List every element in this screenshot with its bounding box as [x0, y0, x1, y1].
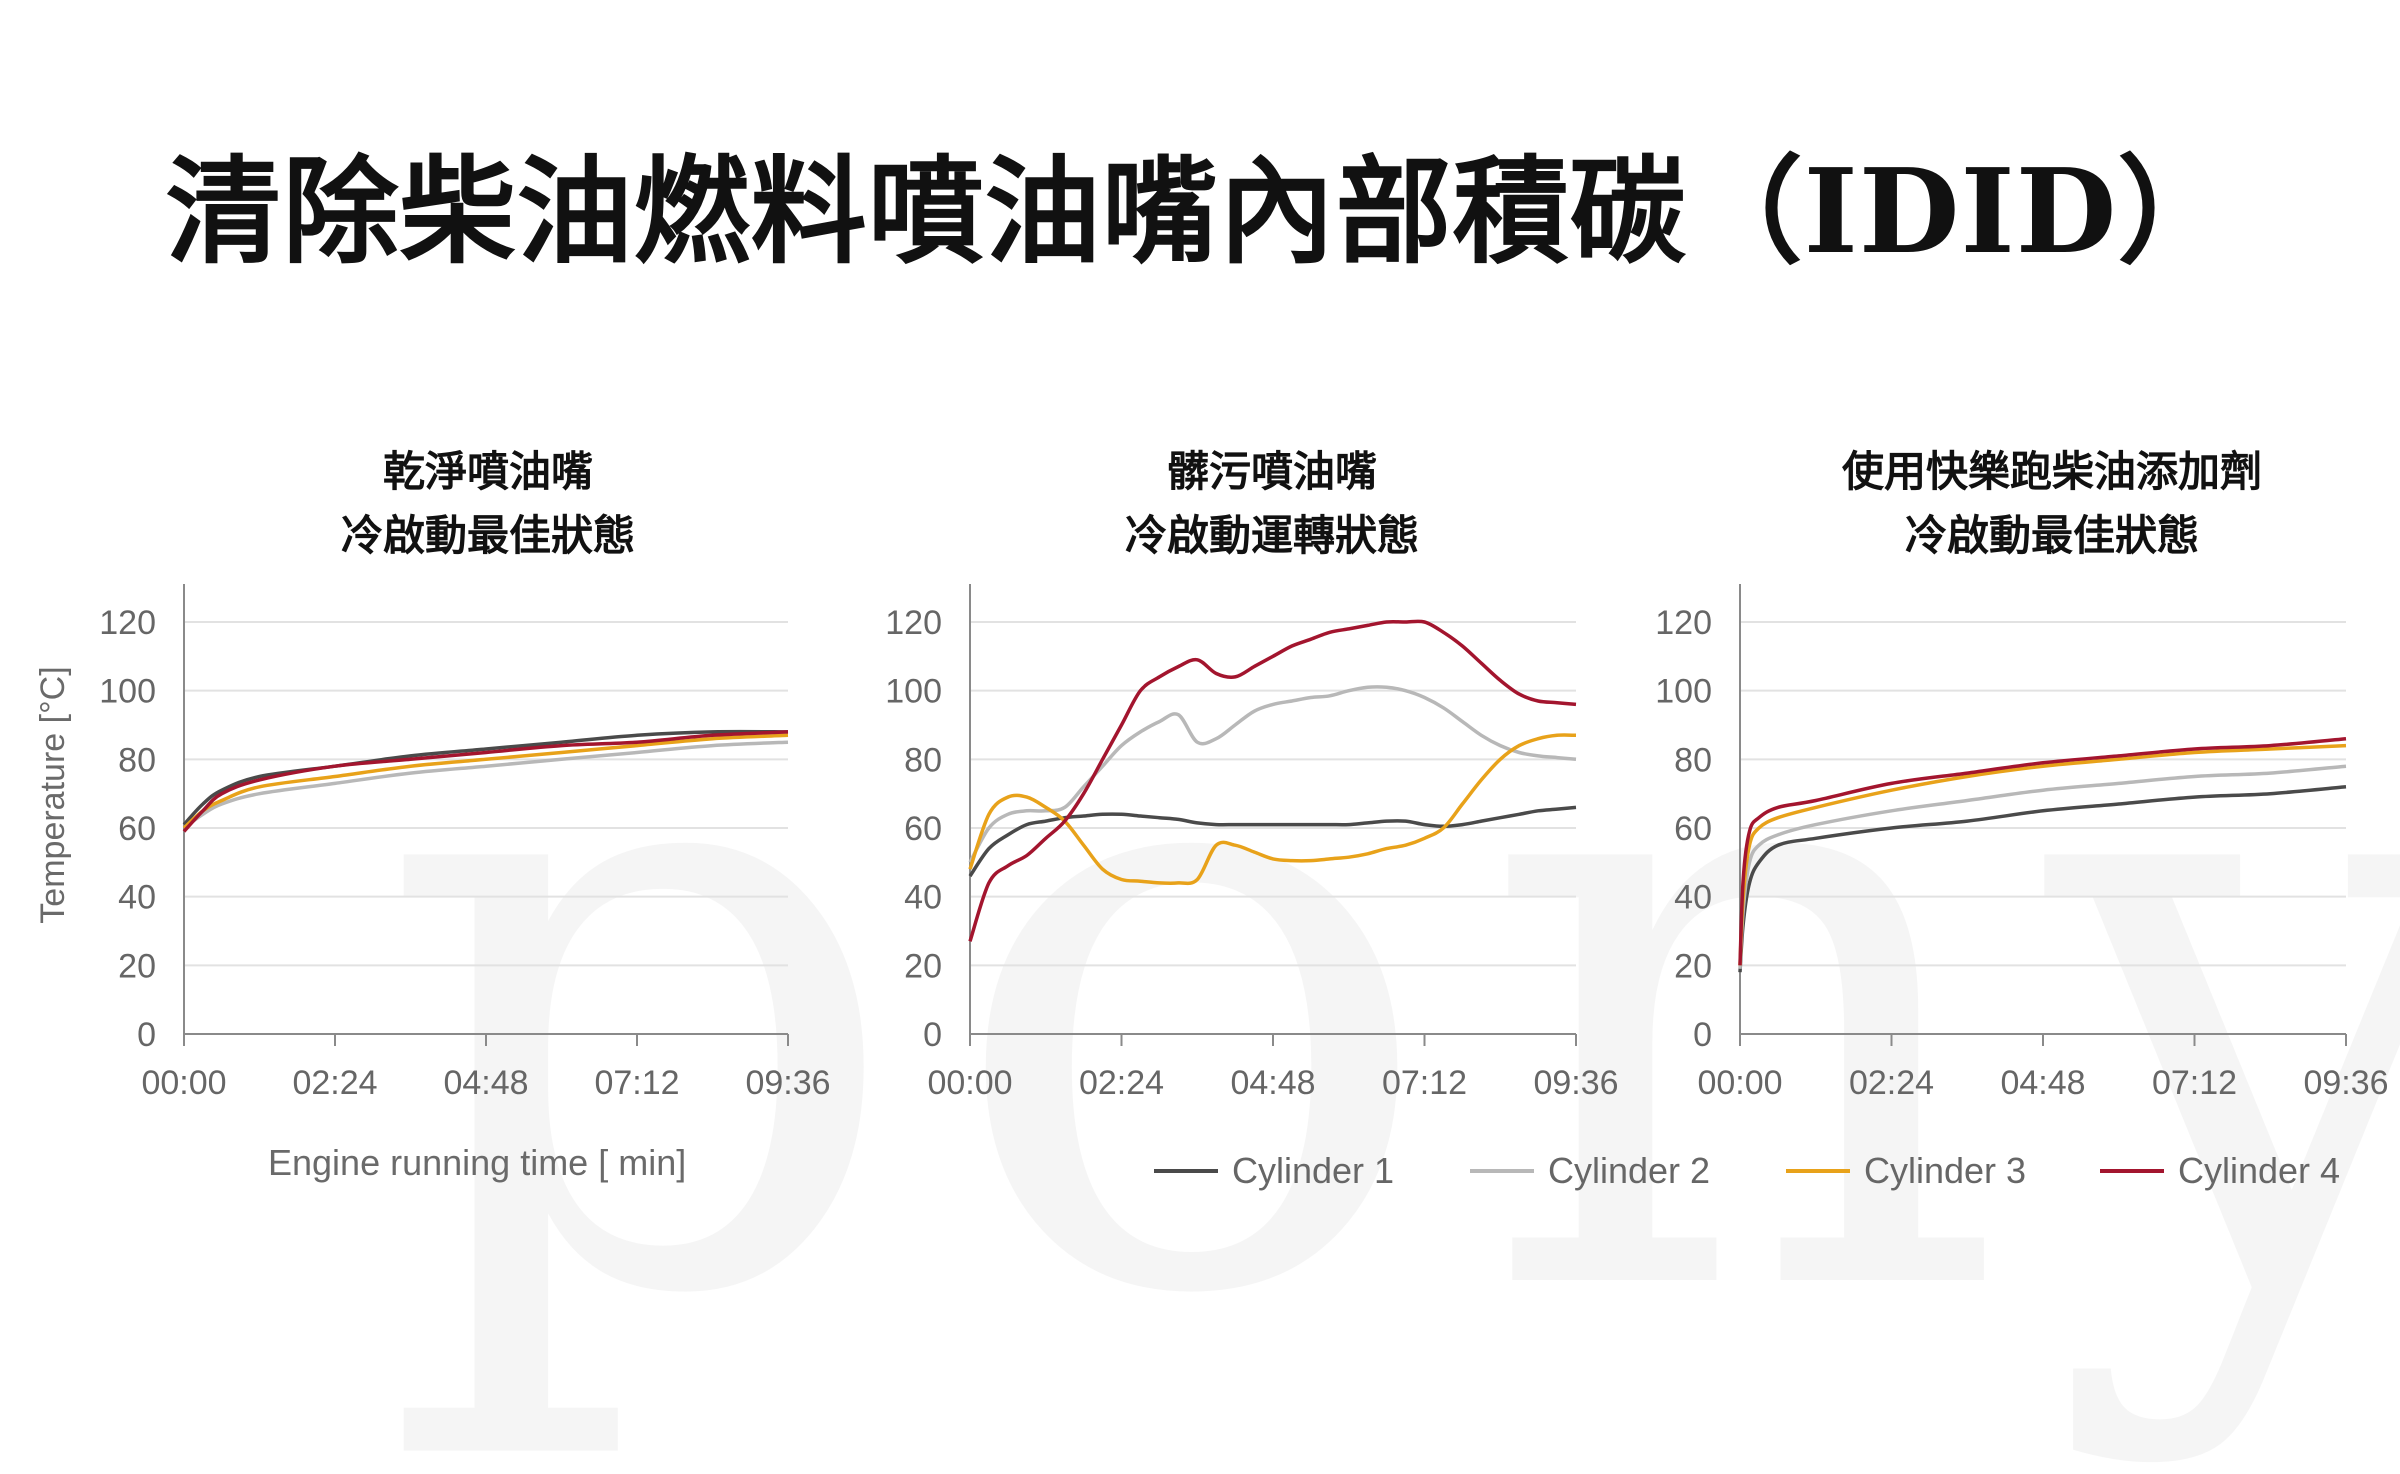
x-tick-label: 07:12	[594, 1064, 679, 1102]
y-tick-label: 20	[118, 947, 156, 985]
legend-swatch-cylinder-2	[1470, 1169, 1534, 1173]
legend-label-cylinder-2: Cylinder 2	[1548, 1150, 1711, 1191]
chart-1-title-line2: 冷啟動最佳狀態	[340, 511, 635, 560]
x-tick-label: 02:24	[1849, 1064, 1934, 1102]
x-tick-label: 07:12	[1382, 1064, 1467, 1102]
chart-2: 0 20 40 60 80 100 120 00:00 02:24 04:48 07:12 09:36	[885, 584, 1619, 1102]
series-line-cylinder-1	[968, 805, 1577, 878]
chart-1-title: 乾淨噴油嘴 冷啟動最佳狀態	[138, 440, 838, 568]
legend-item-cylinder-1: Cylinder 1	[1154, 1150, 1394, 1192]
chart-2-title-line1: 髒污噴油嘴	[1166, 447, 1377, 496]
chart-1-title-line1: 乾淨噴油嘴	[382, 447, 593, 496]
series-line-cylinder-3	[968, 733, 1577, 886]
y-tick-label: 0	[1693, 1016, 1712, 1054]
x-tick-label: 09:36	[2303, 1064, 2388, 1102]
chart-3-title-line1: 使用快樂跑柴油添加劑	[1841, 447, 2262, 496]
legend-item-cylinder-2: Cylinder 2	[1470, 1150, 1710, 1192]
series-line-cylinder-4	[1738, 736, 2347, 966]
series-line-cylinder-3	[1738, 743, 2347, 966]
x-tick-label: 02:24	[292, 1064, 377, 1102]
x-tick-label: 04:48	[443, 1064, 528, 1102]
legend-item-cylinder-4: Cylinder 4	[2100, 1150, 2340, 1192]
y-tick-label: 40	[904, 879, 942, 917]
legend-swatch-cylinder-4	[2100, 1169, 2164, 1173]
y-tick-label: 100	[885, 673, 942, 711]
y-tick-label: 20	[904, 947, 942, 985]
series-line-cylinder-2	[182, 740, 789, 830]
y-tick-label: 40	[118, 879, 156, 917]
y-axis-label: Temperature [°C]	[34, 666, 72, 924]
x-tick-label: 00:00	[141, 1064, 226, 1102]
y-tick-label: 80	[904, 741, 942, 779]
y-tick-label: 120	[1655, 604, 1712, 642]
series-line-cylinder-3	[182, 733, 789, 830]
x-tick-label: 00:00	[1697, 1064, 1782, 1102]
chart-3-title: 使用快樂跑柴油添加劑 冷啟動最佳狀態	[1702, 440, 2400, 568]
chart-2-title-line2: 冷啟動運轉狀態	[1124, 511, 1419, 560]
y-tick-label: 120	[99, 604, 156, 642]
chart-1: 0 20 40 60 80 100 120 00:00 02:24 04:48 07:12 09:36	[99, 584, 831, 1102]
legend-swatch-cylinder-3	[1786, 1169, 1850, 1173]
y-tick-label: 60	[118, 810, 156, 848]
y-tick-label: 100	[1655, 673, 1712, 711]
x-axis-label: Engine running time [ min]	[268, 1142, 687, 1183]
series-line-cylinder-2	[968, 685, 1577, 864]
series-line-cylinder-4	[182, 730, 789, 833]
y-tick-label: 80	[1674, 741, 1712, 779]
x-tick-label: 02:24	[1079, 1064, 1164, 1102]
series-line-cylinder-4	[968, 619, 1577, 942]
series-line-cylinder-2	[1738, 764, 2347, 969]
x-tick-label: 04:48	[2000, 1064, 2085, 1102]
legend-item-cylinder-3: Cylinder 3	[1786, 1150, 2026, 1192]
chart-3-title-line2: 冷啟動最佳狀態	[1904, 511, 2199, 560]
charts-canvas: 0 20 40 60 80 100 120 00:00 02:24 04:48 07:12 09:36…	[99, 584, 2389, 1102]
y-tick-label: 20	[1674, 947, 1712, 985]
y-tick-label: 80	[118, 741, 156, 779]
series-line-cylinder-1	[182, 729, 789, 826]
y-tick-label: 0	[923, 1016, 942, 1054]
series-line-cylinder-1	[1738, 785, 2347, 973]
y-tick-label: 40	[1674, 879, 1712, 917]
x-tick-label: 09:36	[745, 1064, 830, 1102]
y-tick-label: 0	[137, 1016, 156, 1054]
legend-label-cylinder-1: Cylinder 1	[1232, 1150, 1395, 1191]
x-tick-label: 04:48	[1230, 1064, 1315, 1102]
legend-label-cylinder-3: Cylinder 3	[1864, 1150, 2027, 1191]
y-tick-label: 120	[885, 604, 942, 642]
legend-swatch-cylinder-1	[1154, 1169, 1218, 1173]
y-tick-label: 60	[1674, 810, 1712, 848]
y-tick-label: 60	[904, 810, 942, 848]
legend-label-cylinder-4: Cylinder 4	[2178, 1150, 2341, 1191]
chart-3: 0 20 40 60 80 100 120 00:00 02:24 04:48 07:12 09:36	[1655, 584, 2389, 1102]
x-tick-label: 00:00	[927, 1064, 1012, 1102]
x-tick-label: 07:12	[2152, 1064, 2237, 1102]
chart-2-title: 髒污噴油嘴 冷啟動運轉狀態	[922, 440, 1622, 568]
y-tick-label: 100	[99, 673, 156, 711]
page-title: 清除柴油燃料噴油嘴內部積碳（IDID）	[165, 144, 2235, 280]
x-tick-label: 09:36	[1533, 1064, 1618, 1102]
